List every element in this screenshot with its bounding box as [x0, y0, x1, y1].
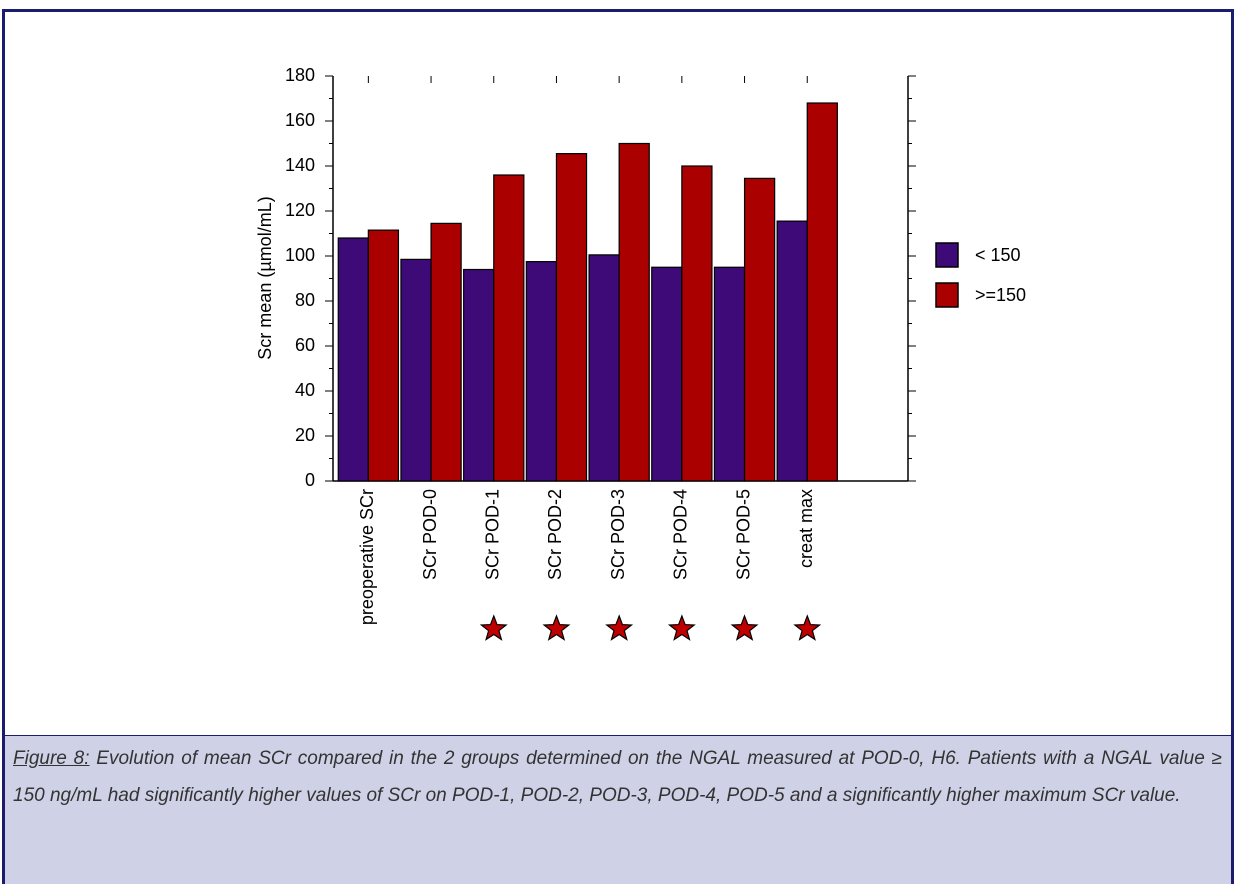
- y-tick-label: 0: [305, 470, 315, 490]
- bar: [743, 177, 776, 482]
- bar: [463, 268, 495, 482]
- y-tick-label: 40: [295, 380, 315, 400]
- bar: [776, 220, 808, 482]
- bar: [806, 102, 838, 482]
- bar: [713, 266, 746, 482]
- y-axis-label: Scr mean (µmol/mL): [255, 196, 275, 359]
- x-tick-label: SCr POD-4: [671, 489, 691, 580]
- bar: [651, 266, 683, 482]
- x-tick-label: SCr POD-2: [545, 489, 565, 580]
- y-tick-label: 180: [285, 65, 315, 85]
- significance-star: [542, 614, 571, 641]
- y-tick-label: 140: [285, 155, 315, 175]
- significance-star: [793, 614, 822, 641]
- significance-star: [667, 614, 696, 641]
- legend-label: < 150: [975, 245, 1021, 265]
- bar: [555, 153, 588, 482]
- x-tick-label: SCr POD-3: [608, 489, 628, 580]
- bar: [618, 142, 650, 482]
- x-tick-label: SCr POD-1: [483, 489, 503, 580]
- significance-star: [730, 614, 759, 641]
- legend-swatch: [935, 242, 959, 268]
- figure-frame: [2, 9, 1234, 883]
- bar: [525, 261, 558, 482]
- caption: Figure 8: Evolution of mean SCr compared…: [2, 735, 1234, 884]
- y-tick-label: 20: [295, 425, 315, 445]
- y-tick-label: 120: [285, 200, 315, 220]
- bar: [493, 174, 525, 482]
- caption-label: Figure 8:: [13, 748, 90, 769]
- bar: [681, 165, 713, 482]
- x-tick-label: preoperative SCr: [357, 489, 377, 625]
- x-tick-label: SCr POD-0: [420, 489, 440, 580]
- legend-label: >=150: [975, 285, 1026, 305]
- significance-star: [479, 614, 508, 641]
- x-tick-label: creat max: [796, 489, 816, 568]
- y-tick-label: 60: [295, 335, 315, 355]
- chart: Scr mean (µmol/mL) 0 20 40 60 80 100 120 140 160…: [255, 65, 1026, 641]
- significance-star: [605, 614, 634, 641]
- y-tick-label: 80: [295, 290, 315, 310]
- caption-text: Evolution of mean SCr compared in the 2 …: [13, 748, 1222, 806]
- bar: [367, 229, 400, 482]
- bar: [430, 222, 462, 482]
- y-tick-label: 160: [285, 110, 315, 130]
- x-tick-label: SCr POD-5: [733, 489, 753, 580]
- bar: [588, 254, 620, 482]
- bar: [337, 237, 369, 482]
- legend-swatch: [935, 282, 959, 308]
- y-tick-label: 100: [285, 245, 315, 265]
- bar: [400, 258, 432, 482]
